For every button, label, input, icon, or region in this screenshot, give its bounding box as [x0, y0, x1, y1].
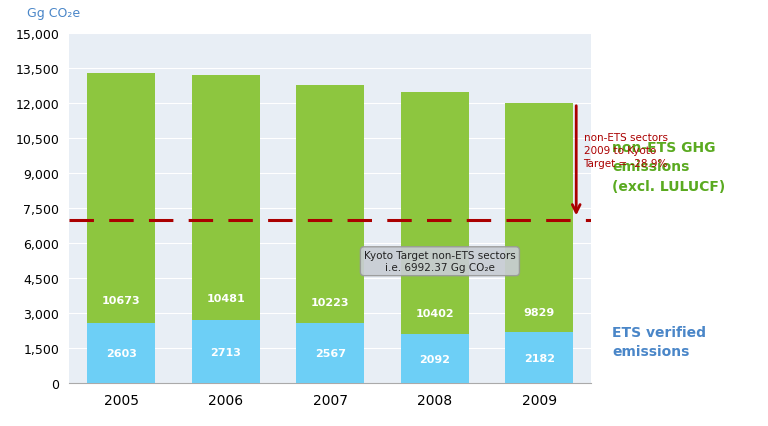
Text: 2567: 2567: [315, 348, 346, 359]
Bar: [88, 323, 155, 383]
Bar: [296, 86, 364, 324]
Bar: [88, 74, 155, 323]
Text: 2603: 2603: [106, 348, 137, 358]
Text: 9829: 9829: [524, 307, 554, 317]
Bar: [401, 335, 468, 383]
Bar: [401, 92, 468, 335]
Text: 2092: 2092: [419, 354, 450, 364]
Bar: [505, 104, 573, 333]
Bar: [192, 320, 260, 383]
Bar: [192, 76, 260, 320]
Text: non-ETS GHG
emissions
(excl. LULUCF): non-ETS GHG emissions (excl. LULUCF): [612, 141, 726, 193]
Bar: [296, 324, 364, 383]
Text: non-ETS sectors
2009 to Kyoto
Target = -28.9%: non-ETS sectors 2009 to Kyoto Target = -…: [584, 132, 668, 169]
Text: 10673: 10673: [102, 295, 141, 305]
Text: Kyoto Target non-ETS sectors
i.e. 6992.37 Gg CO₂e: Kyoto Target non-ETS sectors i.e. 6992.3…: [364, 251, 516, 272]
Text: 10223: 10223: [311, 297, 349, 307]
Text: ETS verified
emissions: ETS verified emissions: [612, 325, 707, 358]
Bar: [505, 333, 573, 383]
Text: Gg CO₂e: Gg CO₂e: [28, 7, 81, 20]
Text: 2182: 2182: [524, 353, 554, 363]
Text: 10481: 10481: [207, 293, 245, 303]
Text: 2713: 2713: [210, 347, 241, 357]
Text: 10402: 10402: [415, 308, 454, 318]
